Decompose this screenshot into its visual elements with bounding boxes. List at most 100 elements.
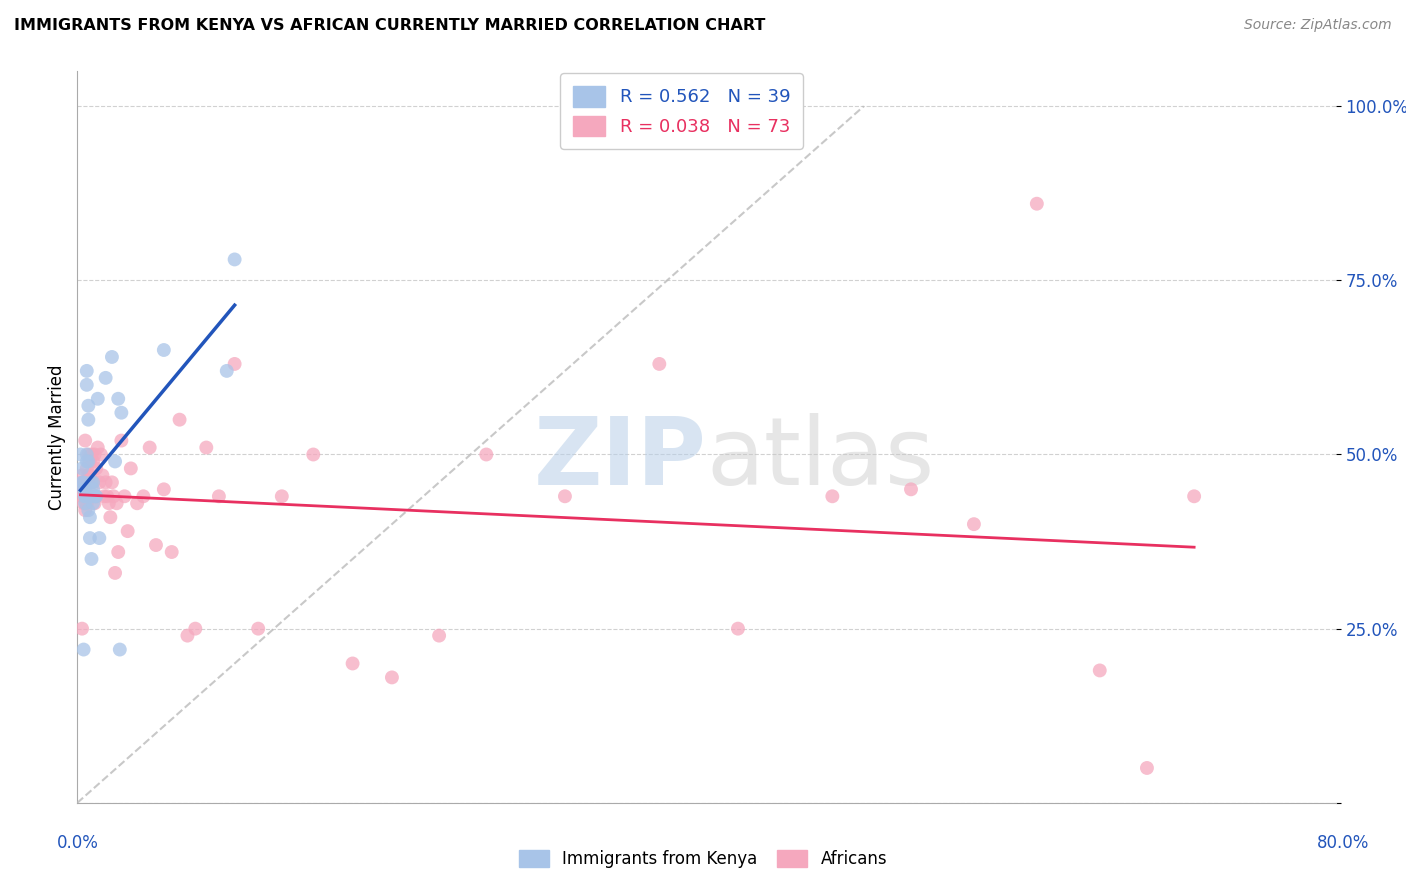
- Point: [87, 392, 110, 406]
- Point: [224, 357, 246, 371]
- Point: [83, 448, 105, 462]
- Point: [1136, 761, 1159, 775]
- Point: [75, 483, 97, 497]
- Point: [93, 489, 115, 503]
- Point: [648, 357, 671, 371]
- Text: atlas: atlas: [707, 413, 935, 505]
- Point: [83, 496, 105, 510]
- Point: [963, 517, 986, 532]
- Point: [84, 489, 107, 503]
- Point: [76, 377, 98, 392]
- Point: [110, 406, 132, 420]
- Point: [105, 496, 128, 510]
- Point: [215, 364, 238, 378]
- Point: [77, 489, 100, 503]
- Point: [727, 622, 749, 636]
- Point: [132, 489, 155, 503]
- Point: [270, 489, 292, 503]
- Point: [108, 642, 131, 657]
- Point: [76, 454, 98, 468]
- Point: [77, 454, 100, 468]
- Point: [247, 622, 270, 636]
- Point: [103, 489, 125, 503]
- Point: [302, 448, 325, 462]
- Point: [75, 434, 97, 448]
- Point: [79, 489, 101, 503]
- Point: [82, 454, 104, 468]
- Point: [87, 441, 110, 455]
- Point: [77, 503, 100, 517]
- Point: [77, 448, 100, 462]
- Point: [110, 434, 132, 448]
- Point: [75, 503, 97, 517]
- Point: [72, 642, 94, 657]
- Text: IMMIGRANTS FROM KENYA VS AFRICAN CURRENTLY MARRIED CORRELATION CHART: IMMIGRANTS FROM KENYA VS AFRICAN CURRENT…: [14, 18, 765, 33]
- Point: [160, 545, 183, 559]
- Point: [94, 371, 117, 385]
- Point: [75, 489, 97, 503]
- Point: [76, 461, 98, 475]
- Point: [70, 622, 93, 636]
- Point: [153, 343, 176, 357]
- Point: [117, 524, 139, 538]
- Point: [153, 483, 176, 497]
- Point: [72, 483, 94, 497]
- Point: [96, 489, 118, 503]
- Point: [72, 496, 94, 510]
- Point: [80, 448, 103, 462]
- Point: [76, 448, 98, 462]
- Point: [821, 489, 844, 503]
- Legend: Immigrants from Kenya, Africans: Immigrants from Kenya, Africans: [512, 843, 894, 875]
- Point: [83, 489, 105, 503]
- Point: [94, 475, 117, 490]
- Point: [98, 510, 121, 524]
- Point: [75, 496, 97, 510]
- Point: [127, 496, 149, 510]
- Point: [1182, 489, 1205, 503]
- Point: [72, 475, 94, 490]
- Point: [900, 483, 922, 497]
- Point: [145, 538, 167, 552]
- Point: [76, 364, 98, 378]
- Text: 0.0%: 0.0%: [56, 834, 98, 852]
- Point: [72, 475, 94, 490]
- Point: [79, 510, 101, 524]
- Point: [79, 454, 101, 468]
- Point: [1025, 196, 1047, 211]
- Point: [427, 629, 450, 643]
- Point: [75, 489, 97, 503]
- Point: [77, 412, 100, 426]
- Point: [169, 412, 191, 426]
- Point: [77, 468, 100, 483]
- Legend: R = 0.562   N = 39, R = 0.038   N = 73: R = 0.562 N = 39, R = 0.038 N = 73: [560, 73, 803, 149]
- Point: [107, 392, 129, 406]
- Point: [77, 475, 100, 490]
- Point: [97, 496, 120, 510]
- Point: [138, 441, 160, 455]
- Point: [82, 483, 104, 497]
- Point: [79, 531, 101, 545]
- Point: [184, 622, 207, 636]
- Point: [89, 475, 111, 490]
- Point: [84, 461, 107, 475]
- Point: [89, 531, 111, 545]
- Point: [104, 566, 127, 580]
- Point: [101, 350, 124, 364]
- Point: [79, 475, 101, 490]
- Point: [91, 468, 114, 483]
- Point: [70, 475, 93, 490]
- Y-axis label: Currently Married: Currently Married: [48, 364, 66, 510]
- Point: [104, 454, 127, 468]
- Point: [90, 448, 112, 462]
- Point: [114, 489, 136, 503]
- Point: [1088, 664, 1111, 678]
- Point: [82, 475, 104, 490]
- Point: [107, 545, 129, 559]
- Point: [554, 489, 576, 503]
- Point: [101, 475, 124, 490]
- Point: [224, 252, 246, 267]
- Point: [76, 496, 98, 510]
- Point: [75, 475, 97, 490]
- Point: [120, 461, 142, 475]
- Point: [69, 448, 91, 462]
